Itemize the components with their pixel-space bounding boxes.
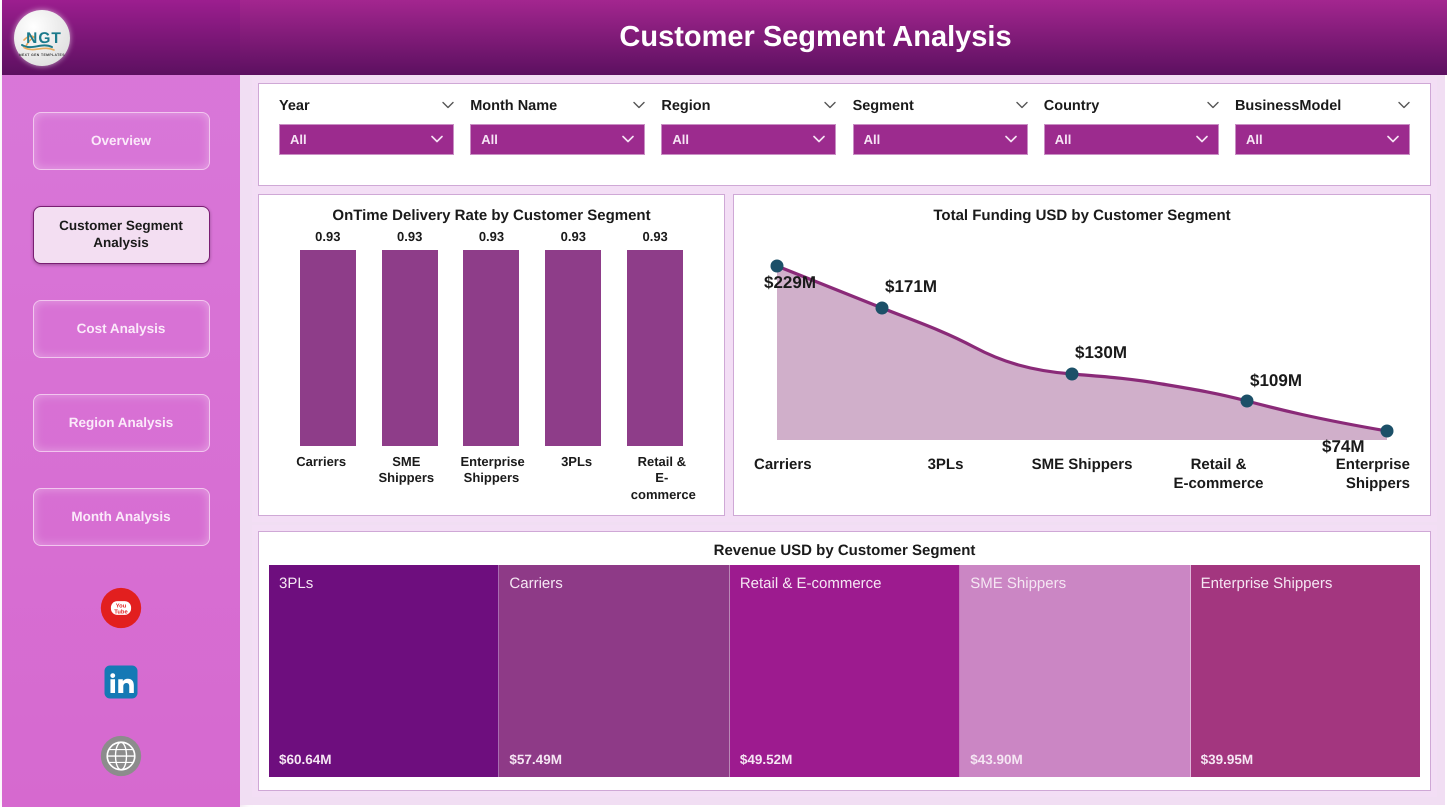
svg-text:NGT: NGT — [26, 30, 62, 47]
svg-text:$229M: $229M — [764, 273, 816, 292]
svg-text:$171M: $171M — [885, 277, 937, 296]
svg-text:NEXT GEN TEMPLATES: NEXT GEN TEMPLATES — [19, 53, 65, 57]
svg-text:$130M: $130M — [1075, 343, 1127, 362]
svg-text:Tube: Tube — [114, 609, 128, 615]
svg-text:$74M: $74M — [1322, 437, 1365, 455]
svg-text:$109M: $109M — [1250, 371, 1302, 390]
